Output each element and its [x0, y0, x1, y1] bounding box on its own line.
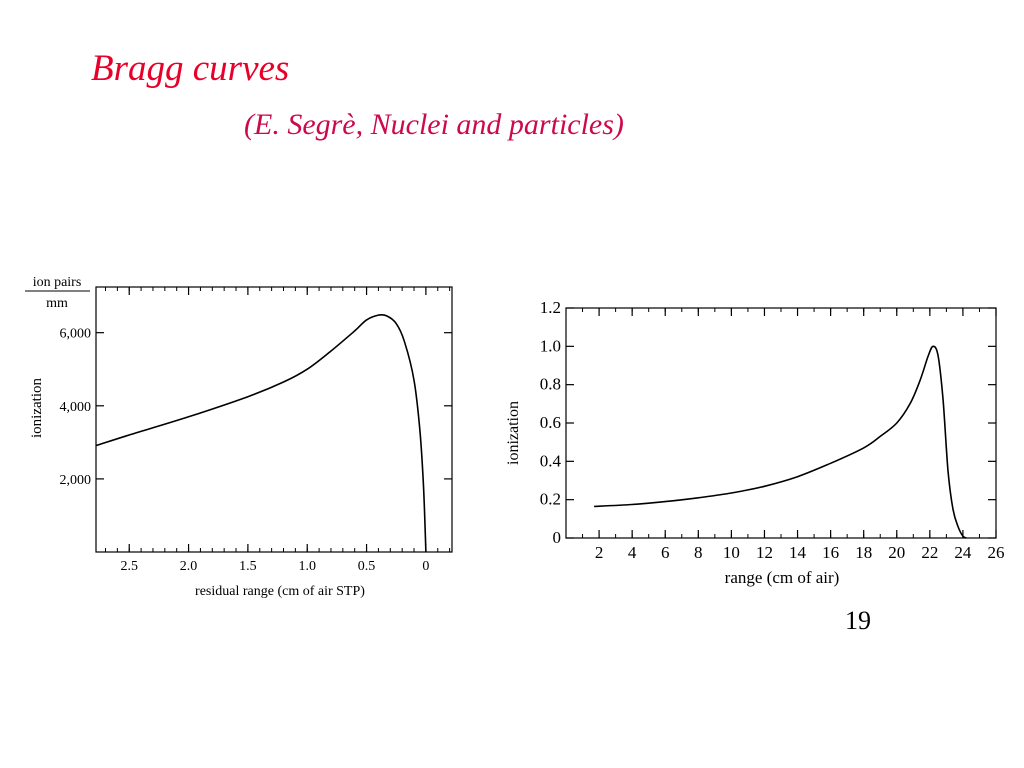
left-plot-frame — [95, 286, 453, 553]
right-y-tick-label-1: 0.2 — [540, 490, 561, 509]
left-bragg-curve-line-0 — [95, 313, 427, 553]
left-y-tick-label-0: 2,000 — [60, 473, 92, 488]
right-x-axis-label: range (cm of air) — [725, 568, 840, 587]
left-x-tick-label-0: 2.5 — [120, 559, 138, 574]
right-x-tick-label-5: 12 — [756, 543, 773, 562]
right-x-tick-label-11: 24 — [954, 543, 972, 562]
right-x-tick-label-7: 16 — [822, 543, 839, 562]
left-y-unit-bottom: mm — [46, 296, 68, 311]
right-x-tick-label-4: 10 — [723, 543, 740, 562]
right-x-tick-label-1: 4 — [628, 543, 637, 562]
bragg-curve-chart-residual-range: 2.5 2.0 1.5 1.0 0.5 0 2,000 4,000 6,000 ion pai… — [25, 275, 453, 599]
right-plot-frame — [565, 307, 997, 539]
right-y-axis-label: ionization — [505, 401, 522, 465]
left-x-tick-label-3: 1.0 — [298, 559, 316, 574]
left-x-tick-label-1: 2.0 — [180, 559, 198, 574]
left-x-axis-label: residual range (cm of air STP) — [195, 584, 365, 599]
right-x-tick-label-12: 26 — [988, 543, 1005, 562]
slide-subtitle: (E. Segrè, Nuclei and particles) — [244, 108, 624, 141]
right-x-tick-label-8: 18 — [855, 543, 872, 562]
right-y-tick-label-4: 0.8 — [540, 375, 561, 394]
left-y-axis-label: ionization — [29, 378, 45, 438]
right-x-tick-label-3: 8 — [694, 543, 703, 562]
right-y-tick-label-2: 0.4 — [540, 451, 562, 470]
right-y-tick-label-3: 0.6 — [540, 413, 561, 432]
right-bragg-curve-line-0 — [594, 345, 967, 539]
left-y-tick-label-2: 6,000 — [60, 327, 92, 342]
right-y-tick-label-6: 1.2 — [540, 298, 561, 317]
left-y-tick-label-1: 4,000 — [60, 400, 92, 415]
right-x-tick-label-0: 2 — [595, 543, 604, 562]
right-x-tick-label-9: 20 — [888, 543, 905, 562]
right-x-tick-label-10: 22 — [921, 543, 938, 562]
page-number: 19 — [845, 606, 871, 635]
right-y-tick-label-5: 1.0 — [540, 336, 561, 355]
left-x-tick-label-4: 0.5 — [358, 559, 376, 574]
right-y-tick-label-0: 0 — [553, 528, 562, 547]
slide-title: Bragg curves — [91, 48, 290, 89]
right-x-tick-label-6: 14 — [789, 543, 807, 562]
bragg-curve-chart-range: 2 4 6 8 10 12 14 16 18 20 22 24 26 00.20.40.60.81.01… — [505, 298, 1005, 587]
left-x-tick-label-2: 1.5 — [239, 559, 257, 574]
left-y-unit-top: ion pairs — [33, 275, 82, 290]
right-x-tick-label-2: 6 — [661, 543, 670, 562]
left-x-tick-label-5: 0 — [422, 559, 429, 574]
